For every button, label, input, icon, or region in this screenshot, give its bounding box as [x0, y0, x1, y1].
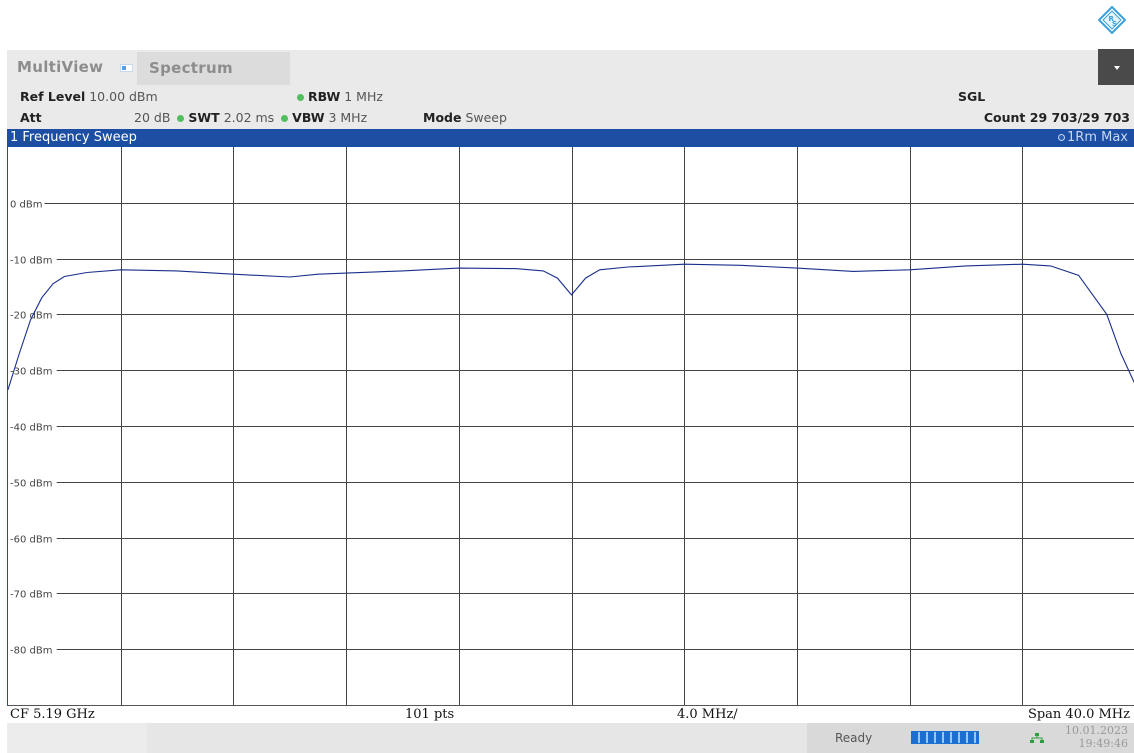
dropdown-menu-button[interactable] — [1098, 49, 1134, 85]
status-date: 10.01.2023 — [1065, 724, 1128, 737]
trace-line — [8, 263, 1134, 390]
tab-bar: MultiView Spectrum — [7, 50, 1134, 85]
trace-icon — [1058, 134, 1066, 141]
status-message-panel — [147, 723, 807, 753]
vbw-value: 3 MHz — [328, 110, 368, 125]
ready-status: Ready — [835, 731, 873, 745]
y-tick-label: -80 dBm — [10, 646, 52, 657]
vbw-key: VBW — [292, 110, 325, 125]
status-bar: Ready 10.01.2023 19:49:46 — [7, 723, 1134, 753]
status-left-panel — [7, 723, 147, 753]
y-tick-label: -50 dBm — [10, 479, 52, 490]
trace-label: 1Rm Max — [1067, 130, 1128, 145]
status-time: 19:49:46 — [1078, 737, 1128, 750]
center-frequency: CF 5.19 GHz — [10, 707, 95, 722]
svg-text:R: R — [1109, 15, 1115, 23]
att-value: 20 dB — [134, 110, 171, 125]
date-time: 10.01.2023 19:49:46 — [1065, 724, 1128, 750]
y-tick-label: -70 dBm — [10, 590, 52, 601]
frequency-per-division: 4.0 MHz/ — [677, 707, 738, 722]
ref-level-key: Ref Level — [20, 89, 86, 104]
y-tick-label: -30 dBm — [10, 367, 52, 378]
rs-logo-icon: R S — [1098, 6, 1126, 34]
y-tick-label: -20 dBm — [10, 311, 52, 322]
y-tick-label: -40 dBm — [10, 423, 52, 434]
att-key: Att — [20, 110, 42, 125]
rbw-status-dot — [297, 93, 304, 101]
y-tick-label: 0 dBm — [10, 200, 43, 211]
rbw-key: RBW — [308, 89, 341, 104]
swt-status-dot — [177, 114, 185, 122]
y-tick-label: -10 dBm — [10, 256, 52, 267]
spectrum-chart: 0 dBm -10 dBm -20 dBm -30 dBm -40 dBm -50 dBm… — [8, 147, 1134, 705]
window-title: 1 Frequency Sweep — [10, 130, 137, 145]
network-icon — [1030, 733, 1044, 743]
sweep-count: Count 29 703/29 703 — [983, 110, 1130, 125]
swt-value: 2.02 ms — [223, 110, 275, 125]
tab-spectrum[interactable]: Spectrum — [137, 52, 290, 85]
frequency-span: Span 40.0 MHz — [1027, 707, 1130, 722]
tab-multiview[interactable]: MultiView — [17, 58, 104, 76]
multiview-icon[interactable] — [120, 64, 133, 72]
spectrum-plot[interactable]: 0 dBm -10 dBm -20 dBm -30 dBm -40 dBm -50 dBm… — [7, 147, 1134, 705]
plot-footer: CF 5.19 GHz 101 pts 4.0 MHz/ Span 40.0 M… — [7, 705, 1134, 723]
svg-text:S: S — [1112, 20, 1117, 28]
mode-value: Sweep — [465, 110, 507, 125]
y-tick-label: -60 dBm — [10, 535, 52, 546]
window-header[interactable]: 1 Frequency Sweep 1Rm Max — [7, 129, 1134, 147]
trace-info[interactable]: 1Rm Max — [1058, 130, 1128, 145]
sweep-points: 101 pts — [405, 707, 455, 722]
swt-key: SWT — [188, 110, 220, 125]
tab-spectrum-label: Spectrum — [149, 59, 233, 77]
ref-level-value: 10.00 dBm — [89, 89, 158, 104]
sgl-indicator: SGL — [958, 89, 986, 104]
vbw-status-dot — [281, 114, 289, 122]
sweep-progress-bar — [911, 731, 979, 744]
mode-key: Mode — [423, 110, 462, 125]
rbw-value: 1 MHz — [344, 89, 383, 104]
measurement-settings[interactable]: Ref Level 10.00 dBm Att 20 dB SWT 2.02 m… — [7, 85, 1134, 129]
